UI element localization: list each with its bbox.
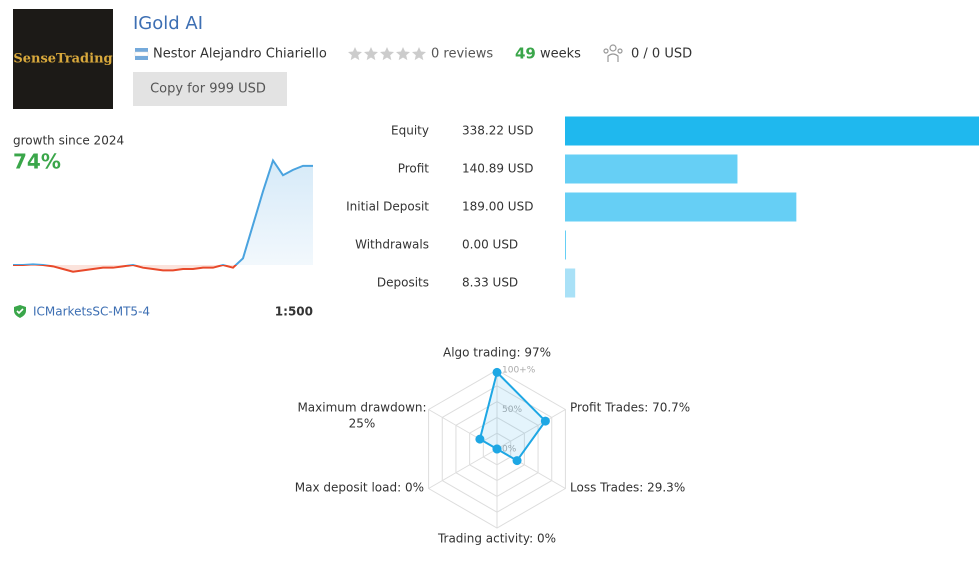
radar-point [492,367,502,377]
bar-label: Equity [391,124,429,138]
radar-axis-label: Loss Trades: 29.3% [570,481,685,495]
radar-axis-label: Trading activity: 0% [437,532,556,546]
balance-bars: Equity 338.22 USD Profit 140.89 USD Initial … [346,116,979,298]
subscribers: 0 / 0 USD [631,47,692,62]
radar-ring-label: 0% [502,445,517,455]
bar-value: 140.89 USD [462,162,533,176]
broker[interactable]: ICMarketsSC-MT5-4 [33,305,150,319]
radar-point [492,444,502,454]
signal-title[interactable]: IGold AI [133,13,203,34]
bar-label: Profit [398,162,430,176]
radar-axis-label: 25% [349,417,376,431]
radar-chart: 100+% 50% 0% Algo trading: 97% Profit Trades… [295,346,690,546]
radar-axis-label: Max deposit load: 0% [295,481,424,495]
growth-value: 74% [13,150,61,174]
radar-axis-label: Algo trading: 97% [443,346,551,360]
reviews[interactable]: 0 reviews [431,47,493,62]
bar-value: 338.22 USD [462,124,533,138]
subscribers-icon [603,44,623,62]
radar-axis-label: Profit Trades: 70.7% [570,401,690,415]
growth-area [13,160,313,265]
bar [565,268,576,298]
bar [565,192,797,222]
bar-value: 0.00 USD [462,238,518,252]
logo-text: SenseTrading [13,52,112,67]
growth-loss-line [13,265,238,273]
bar [565,230,566,260]
logo [13,9,113,109]
rating-stars [348,47,426,61]
bar-label: Deposits [377,276,429,290]
bar [565,154,738,184]
bar [565,116,979,146]
bar-value: 189.00 USD [462,200,533,214]
copy-button-label[interactable]: Copy for 999 USD [150,82,266,97]
copy-button[interactable] [133,72,287,106]
growth-label: growth since 2024 [13,134,124,148]
radar-spoke [496,409,566,450]
radar-point [512,456,522,466]
leverage: 1:500 [275,305,313,319]
radar-point [540,416,550,426]
radar-ring-label: 50% [502,405,522,415]
weeks-label: weeks [540,47,581,62]
radar-area [478,370,547,462]
radar-spoke [428,448,498,489]
bar-label: Withdrawals [355,238,429,252]
radar-ring-label: 100+% [502,366,536,376]
radar-point [475,434,485,444]
growth-loss-area [13,265,313,272]
bar-value: 8.33 USD [462,276,518,290]
growth-chart [13,158,313,273]
flag [134,48,149,60]
verified-icon [14,305,26,318]
radar-axis-label: Maximum drawdown: [297,401,426,415]
bar-label: Initial Deposit [346,200,429,214]
author[interactable]: Nestor Alejandro Chiariello [153,47,327,62]
weeks-value: 49 [515,45,536,63]
growth-line [13,158,313,265]
